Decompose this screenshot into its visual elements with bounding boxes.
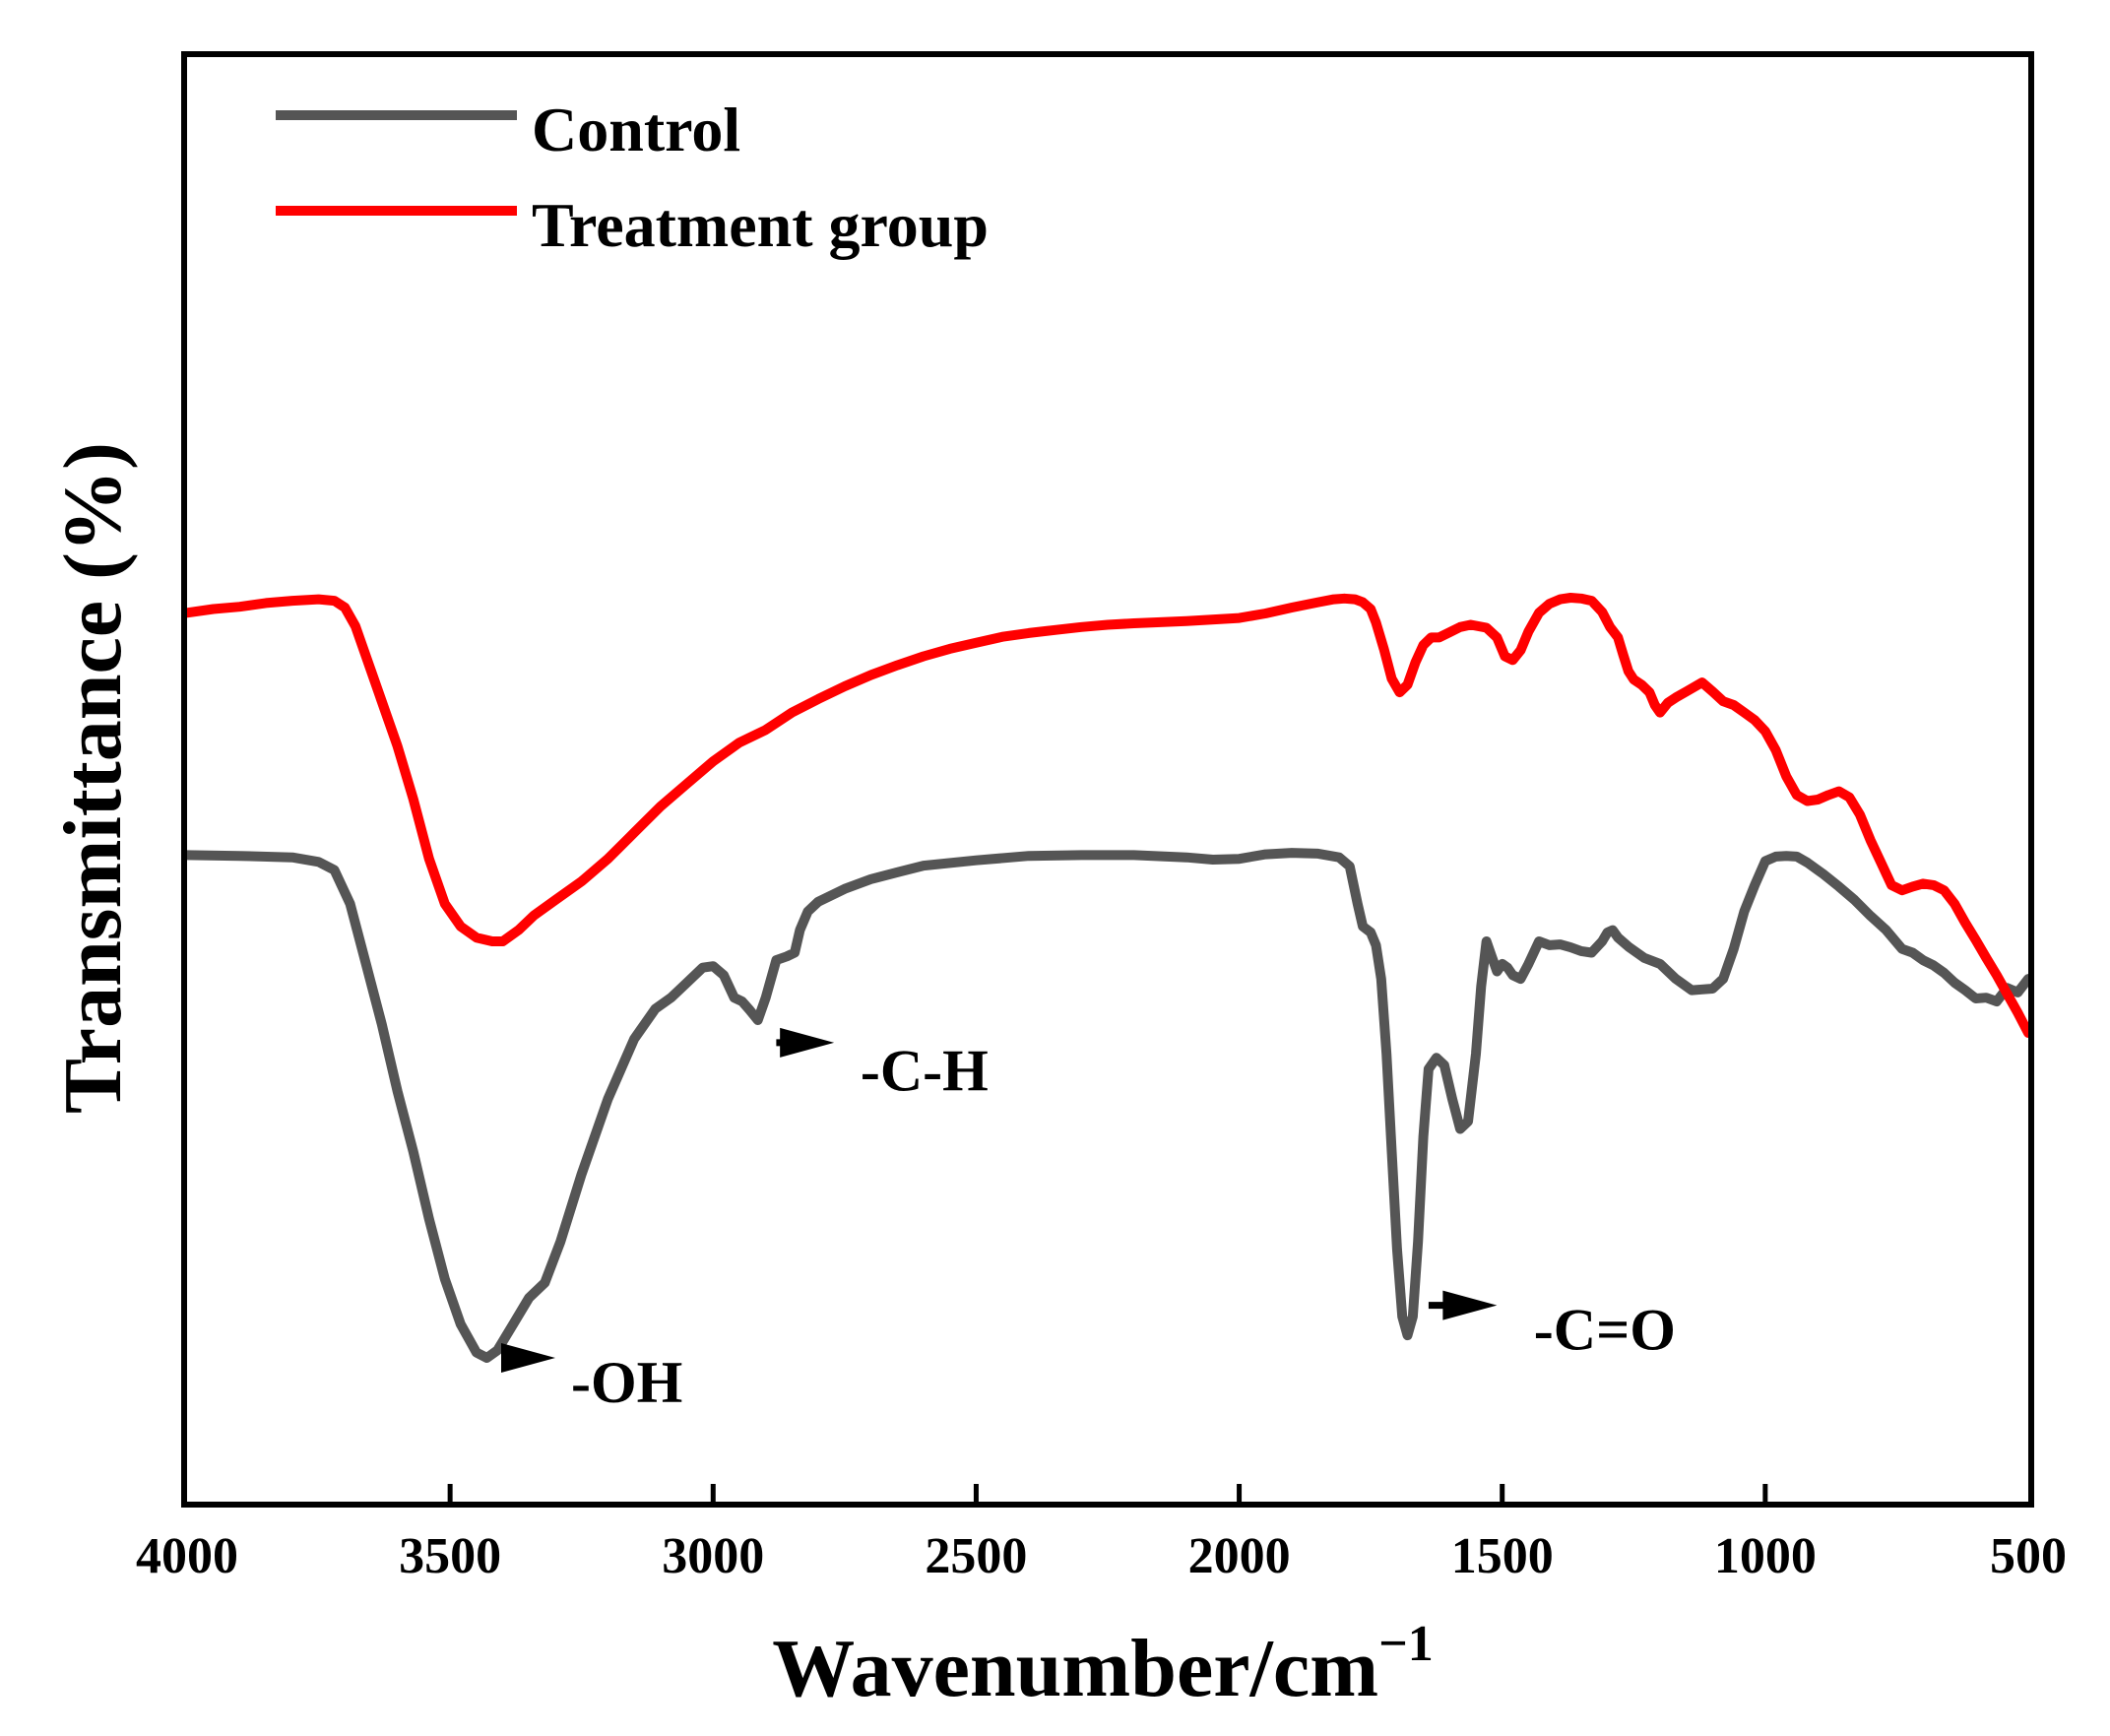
series-line-treatment-group — [182, 593, 2033, 1038]
x-tick-label: 3000 — [662, 1528, 764, 1584]
annotation-oh-label: -OH — [571, 1350, 682, 1415]
x-axis-title: Wavenumber/cm−1 — [772, 1616, 1434, 1714]
x-tick-label: 500 — [1990, 1528, 2067, 1584]
annotation-co-arrow-head — [1442, 1290, 1498, 1320]
x-tick-label: 2000 — [1188, 1528, 1291, 1584]
x-axis-title-superscript: −1 — [1378, 1616, 1434, 1672]
annotation-ch-label: -C-H — [861, 1039, 989, 1104]
x-axis-title-main: Wavenumber/cm — [772, 1623, 1378, 1714]
x-tick-label: 4000 — [136, 1528, 238, 1584]
x-tick-label: 3500 — [399, 1528, 501, 1584]
annotation-oh-arrow-head — [501, 1342, 555, 1373]
x-tick-label: 2500 — [925, 1528, 1027, 1584]
legend-label-control: Control — [532, 95, 740, 164]
series-line-control — [182, 848, 2033, 1363]
legend: Control Treatment group — [276, 95, 989, 260]
x-axis-ticks: 4000 3500 3000 2500 2000 1500 1000 500 — [136, 1484, 2067, 1584]
x-tick-label: 1000 — [1714, 1528, 1817, 1584]
series-layer — [182, 593, 2033, 1363]
annotation-layer: -OH -C-H -C=O — [501, 1027, 1676, 1415]
plot-frame — [181, 51, 2034, 1508]
annotation-ch-arrow-head — [780, 1027, 835, 1058]
annotation-co-label: -C=O — [1534, 1297, 1676, 1362]
x-tick-label: 1500 — [1451, 1528, 1554, 1584]
y-axis-title: Transmittance (%) — [47, 442, 139, 1114]
legend-label-treatment: Treatment group — [532, 190, 989, 260]
